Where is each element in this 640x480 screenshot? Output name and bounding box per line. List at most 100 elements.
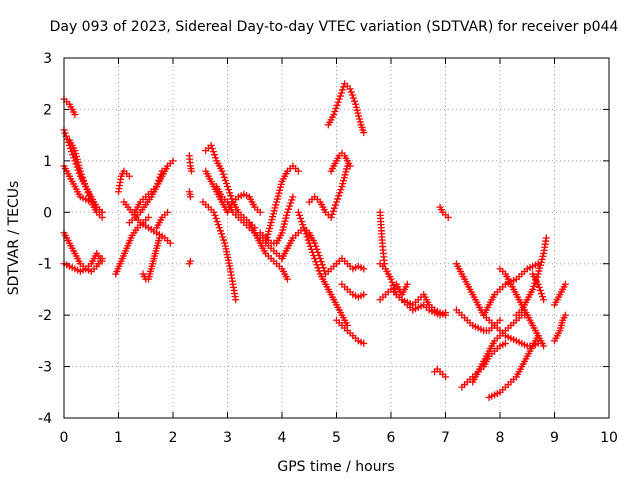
y-tick-label: -4 (38, 411, 52, 427)
data-point (285, 205, 293, 213)
x-tick-label: 9 (550, 430, 559, 446)
y-tick-label: 3 (43, 51, 52, 67)
series-s27 (333, 316, 368, 347)
data-point (227, 192, 235, 200)
data-point (444, 213, 452, 221)
data-point (389, 281, 397, 289)
data-point (68, 148, 76, 156)
data-point (225, 186, 233, 194)
series-s28 (327, 149, 354, 175)
data-point (77, 170, 85, 178)
data-point (310, 251, 318, 259)
data-point (208, 145, 216, 153)
data-point (305, 239, 313, 247)
data-point (220, 236, 228, 244)
data-point (188, 167, 196, 175)
data-point (334, 98, 342, 106)
data-point (219, 233, 227, 241)
data-point (332, 104, 340, 112)
data-point (144, 213, 152, 221)
series-s44 (496, 265, 548, 350)
data-point (329, 207, 337, 215)
data-point (84, 189, 92, 197)
y-tick-label: -1 (38, 257, 52, 273)
data-point (360, 291, 368, 299)
series-s22 (262, 162, 302, 247)
data-point (530, 282, 538, 290)
data-point (360, 339, 368, 347)
x-tick-label: 5 (332, 430, 341, 446)
y-tick-label: -2 (38, 308, 52, 324)
data-point (288, 196, 296, 204)
data-point (98, 213, 106, 221)
data-point (61, 129, 69, 137)
data-point (333, 198, 340, 206)
data-point (76, 167, 84, 175)
series-s32 (376, 208, 388, 268)
data-point (169, 157, 177, 165)
data-point (350, 97, 358, 105)
x-tick-label: 2 (169, 430, 178, 446)
data-point (153, 183, 161, 191)
data-point (328, 210, 336, 218)
series-s8 (115, 167, 133, 196)
data-point (218, 230, 226, 238)
data-point (496, 316, 504, 324)
data-point (210, 208, 218, 216)
data-point (540, 296, 548, 304)
data-point (287, 199, 295, 207)
data-point (214, 221, 222, 229)
data-point (309, 248, 317, 256)
series-s35 (392, 280, 411, 299)
data-point (232, 296, 240, 304)
data-point (442, 373, 449, 381)
data-point (335, 192, 343, 200)
data-point (298, 218, 306, 226)
data-point (98, 257, 106, 265)
data-point (537, 290, 545, 298)
data-point (536, 286, 544, 294)
data-point (164, 208, 172, 216)
series-s31 (338, 280, 368, 301)
x-tick-label: 4 (278, 430, 287, 446)
series-s33 (376, 260, 449, 319)
data-point (336, 189, 344, 197)
data-point (561, 280, 569, 288)
data-point (304, 236, 312, 244)
series-s42 (480, 260, 542, 319)
plot-frame (63, 57, 610, 419)
data-point (295, 211, 303, 219)
data-point (155, 234, 163, 242)
data-point (539, 293, 547, 301)
data-point (327, 213, 335, 221)
x-axis-label: GPS time / hours (277, 459, 394, 475)
data-point (501, 339, 509, 347)
series-s26 (305, 162, 351, 221)
data-point (348, 91, 356, 99)
data-point (388, 278, 396, 286)
data-point (306, 242, 314, 250)
data-point (331, 107, 339, 115)
series-s19 (202, 167, 264, 216)
series-s21 (245, 219, 291, 283)
data-point (289, 193, 297, 201)
data-point (299, 221, 307, 229)
data-point (337, 186, 345, 194)
data-point (216, 227, 224, 235)
data-point (561, 311, 569, 319)
data-point (71, 111, 79, 119)
series-s30 (333, 255, 368, 273)
x-tick-label: 7 (441, 430, 450, 446)
data-point (314, 264, 322, 272)
data-point (542, 234, 550, 242)
data-point (156, 173, 164, 181)
y-tick-label: 1 (43, 154, 52, 170)
series-s45 (512, 234, 550, 319)
data-point (83, 186, 91, 194)
data-points (60, 80, 569, 401)
data-point (283, 275, 291, 283)
data-point (336, 92, 344, 100)
data-point (209, 148, 217, 156)
data-point (302, 230, 310, 238)
